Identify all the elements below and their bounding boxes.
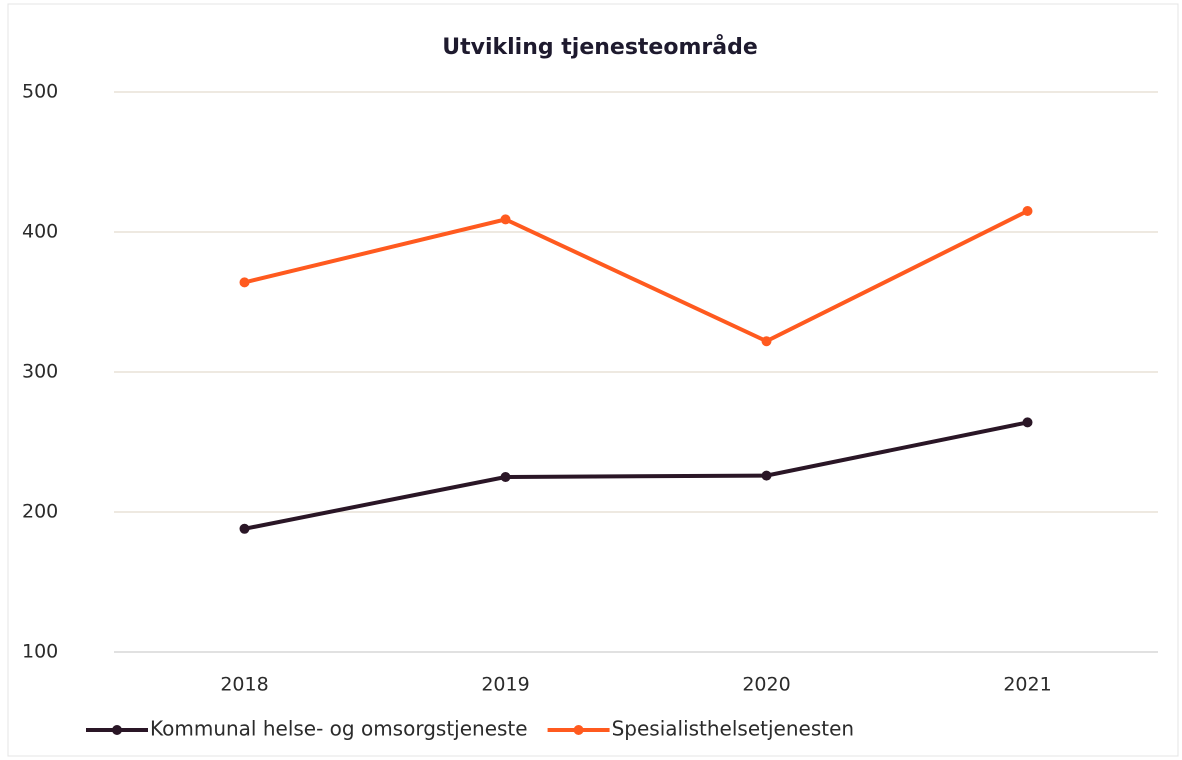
series-line xyxy=(244,209,1029,344)
y-tick-label: 500 xyxy=(22,81,58,103)
data-point xyxy=(1022,417,1033,428)
series-line xyxy=(244,420,1028,531)
x-tick-label: 2019 xyxy=(481,674,529,696)
legend-label: Kommunal helse- og omsorgstjeneste xyxy=(150,717,528,741)
data-point xyxy=(1022,206,1033,216)
chart-title: Utvikling tjenesteområde xyxy=(442,34,758,60)
x-tick-label: 2020 xyxy=(742,674,790,696)
y-tick-label: 400 xyxy=(22,221,58,243)
y-tick-label: 200 xyxy=(22,501,58,523)
y-tick-label: 100 xyxy=(22,641,58,663)
legend-dot xyxy=(112,725,122,735)
data-point xyxy=(761,336,772,347)
data-point xyxy=(239,523,250,534)
legend-label: Spesialisthelsetjenesten xyxy=(612,717,855,741)
y-tick-label: 300 xyxy=(22,361,58,383)
legend-dot xyxy=(573,725,584,735)
chart-frame xyxy=(7,3,1179,757)
data-point xyxy=(239,277,250,288)
data-point xyxy=(761,470,772,481)
data-point xyxy=(500,472,511,482)
x-tick-label: 2018 xyxy=(220,674,268,696)
x-tick-label: 2021 xyxy=(1003,674,1051,696)
data-point xyxy=(500,214,511,225)
